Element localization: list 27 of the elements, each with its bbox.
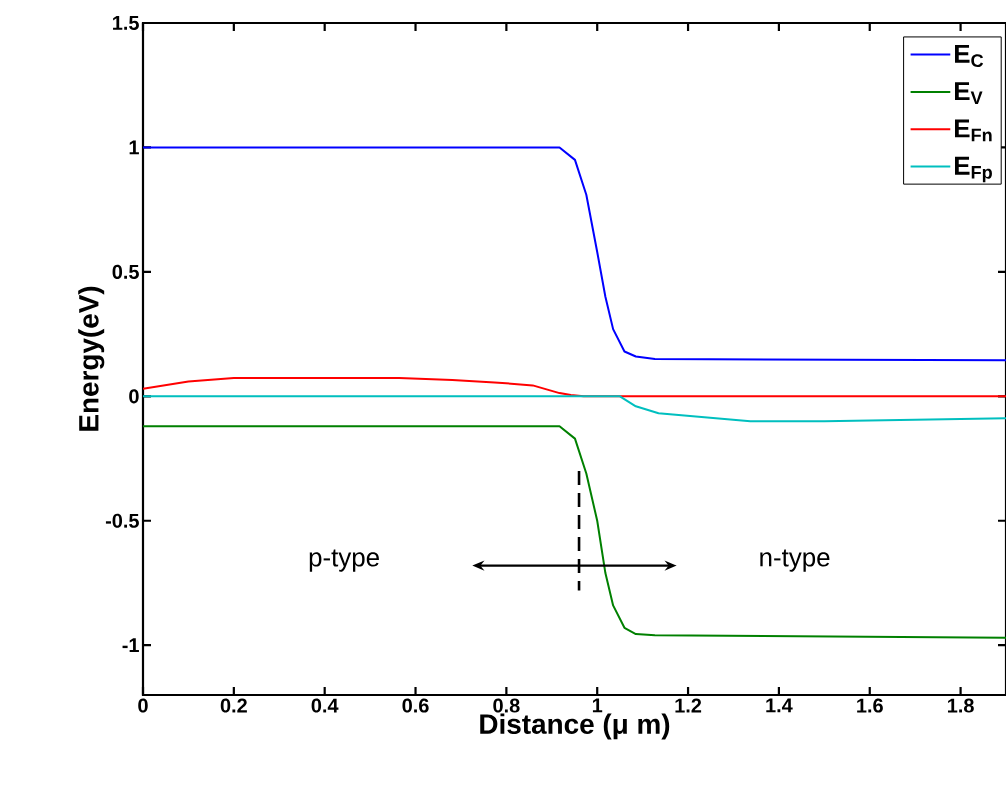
line-series [143, 425, 1006, 639]
x-axis-title: Distance (μ m) [480, 713, 670, 740]
annotation: p-type [309, 549, 379, 572]
x-tick-label: 1.6 [857, 698, 883, 713]
x-tick-label: 1.2 [675, 698, 702, 713]
line-series [143, 146, 1006, 362]
y-tick-label: -1 [122, 638, 139, 653]
x-tick-label: 1.4 [766, 698, 793, 713]
x-tick-label: 1.8 [947, 698, 974, 713]
legend-label: E$_{Fn}$ [955, 119, 992, 142]
x-tick-label: 0.8 [493, 698, 520, 713]
y-tick-label: -0.5 [105, 513, 139, 528]
line-series [143, 395, 1006, 423]
x-tick-label: 1 [592, 698, 603, 713]
x-tick-label: 0.2 [220, 698, 247, 713]
legend-label: E$_{V}$ [955, 82, 983, 104]
legend-label: E$_{Fp}$ [955, 156, 992, 183]
y-tick-label: 0 [129, 389, 139, 404]
x-tick-label: 0.6 [402, 698, 429, 713]
y-axis-title: Energy(eV) [78, 286, 105, 431]
line-series [143, 376, 1006, 398]
legend-label: E$_{C}$ [955, 44, 984, 68]
x-tick-label: 0.4 [311, 698, 339, 713]
y-tick-label: 1 [129, 140, 139, 155]
annotation: n-type [760, 549, 830, 572]
y-tick-label: 0.5 [112, 264, 139, 279]
y-tick-label: 1.5 [113, 16, 139, 30]
